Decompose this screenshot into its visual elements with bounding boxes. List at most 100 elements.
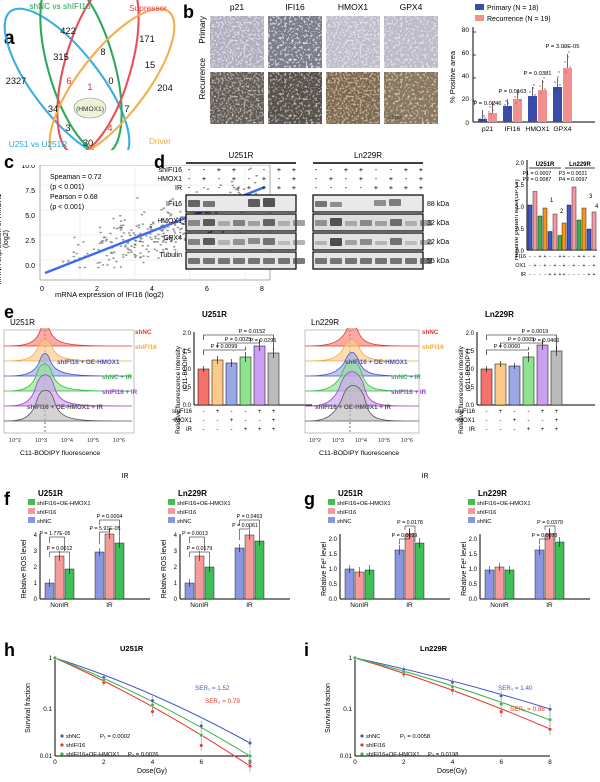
svg-text:-: - bbox=[500, 418, 502, 424]
svg-text:+: + bbox=[554, 272, 557, 278]
svg-text:shIFI16+OE-HMOX1: shIFI16+OE-HMOX1 bbox=[337, 501, 391, 507]
svg-text:+: + bbox=[404, 183, 409, 192]
svg-text:+: + bbox=[262, 183, 267, 192]
svg-text:+: + bbox=[588, 272, 591, 278]
svg-text:7: 7 bbox=[124, 104, 129, 114]
svg-text:0: 0 bbox=[465, 120, 469, 127]
svg-text:-: - bbox=[278, 174, 281, 183]
svg-text:2: 2 bbox=[174, 565, 178, 571]
svg-text:0.0: 0.0 bbox=[469, 597, 478, 603]
svg-text:-: - bbox=[345, 174, 348, 183]
svg-text:+: + bbox=[499, 409, 503, 415]
svg-text:1.0: 1.0 bbox=[469, 567, 478, 573]
svg-text:shIFI16: shIFI16 bbox=[66, 743, 85, 749]
svg-text:-: - bbox=[203, 418, 205, 424]
svg-text:-: - bbox=[588, 254, 590, 260]
svg-text:HMOX1: HMOX1 bbox=[525, 126, 549, 133]
svg-text:-: - bbox=[345, 183, 348, 192]
svg-text:-: - bbox=[360, 183, 363, 192]
svg-text:shIFI16: shIFI16 bbox=[455, 409, 476, 415]
svg-text:0.1: 0.1 bbox=[343, 706, 352, 713]
svg-text:-: - bbox=[248, 174, 251, 183]
svg-text:-: - bbox=[539, 272, 541, 278]
svg-text:+: + bbox=[292, 165, 297, 174]
svg-text:+: + bbox=[258, 409, 262, 415]
svg-text:2: 2 bbox=[102, 759, 106, 766]
svg-text:1: 1 bbox=[550, 198, 554, 204]
svg-text:1: 1 bbox=[48, 655, 52, 662]
svg-text:-: - bbox=[583, 272, 585, 278]
svg-text:p21: p21 bbox=[482, 126, 494, 133]
svg-text:Primary (N = 18): Primary (N = 18) bbox=[487, 5, 539, 12]
svg-text:-: - bbox=[245, 409, 247, 415]
svg-text:-: - bbox=[188, 183, 191, 192]
svg-text:P = 0.0060: P = 0.0060 bbox=[494, 344, 521, 350]
svg-text:-: - bbox=[203, 427, 205, 433]
svg-text:20: 20 bbox=[462, 96, 470, 103]
svg-text:(HMOX1): (HMOX1) bbox=[76, 106, 104, 113]
svg-text:U251 vs U251R: U251 vs U251R bbox=[9, 139, 68, 149]
svg-text:2.0: 2.0 bbox=[183, 331, 192, 337]
svg-text:-: - bbox=[529, 263, 531, 269]
svg-text:IR: IR bbox=[246, 602, 253, 609]
svg-text:-: - bbox=[315, 174, 318, 183]
svg-text:+: + bbox=[244, 427, 248, 433]
svg-text:P = 0.0029: P = 0.0029 bbox=[392, 533, 418, 539]
svg-text:OE-HMOX1: OE-HMOX1 bbox=[515, 263, 526, 269]
svg-text:-: - bbox=[573, 254, 575, 260]
svg-text:P = 0.0099: P = 0.0099 bbox=[211, 344, 238, 350]
svg-text:P = 0.0078: P = 0.0078 bbox=[532, 533, 558, 539]
svg-text:Relative ROS level: Relative ROS level bbox=[161, 539, 168, 598]
svg-text:+: + bbox=[258, 427, 262, 433]
svg-text:Relative protein level: Relative protein level bbox=[515, 199, 520, 260]
svg-text:-: - bbox=[203, 409, 205, 415]
svg-text:NonIR: NonIR bbox=[350, 602, 369, 609]
svg-text:-: - bbox=[390, 165, 393, 174]
svg-text:shIFI16: shIFI16 bbox=[37, 510, 56, 516]
svg-text:P = 0.0463: P = 0.0463 bbox=[237, 514, 263, 520]
svg-text:IR: IR bbox=[406, 602, 413, 609]
svg-text:0.1: 0.1 bbox=[43, 706, 52, 713]
svg-text:3: 3 bbox=[589, 194, 593, 200]
svg-text:+: + bbox=[559, 254, 562, 260]
svg-text:shNC vs shIFI16: shNC vs shIFI16 bbox=[29, 1, 91, 11]
svg-text:+: + bbox=[359, 165, 364, 174]
svg-text:shIFI16: shIFI16 bbox=[172, 409, 193, 415]
svg-text:315: 315 bbox=[53, 52, 69, 62]
svg-text:+: + bbox=[216, 409, 220, 415]
svg-text:+: + bbox=[230, 418, 234, 424]
svg-text:2: 2 bbox=[34, 565, 38, 571]
svg-text:1: 1 bbox=[87, 82, 92, 92]
svg-text:-: - bbox=[559, 263, 561, 269]
svg-text:IR: IR bbox=[106, 602, 113, 609]
svg-text:32 kDa: 32 kDa bbox=[427, 220, 449, 227]
svg-text:NonIR: NonIR bbox=[490, 602, 509, 609]
svg-text:40: 40 bbox=[462, 73, 470, 80]
svg-text:1.5: 1.5 bbox=[469, 552, 478, 558]
svg-text:-: - bbox=[375, 174, 378, 183]
svg-text:10^6: 10^6 bbox=[113, 438, 125, 444]
svg-text:Recurrence (N = 19): Recurrence (N = 19) bbox=[487, 16, 551, 23]
svg-text:-: - bbox=[578, 272, 580, 278]
svg-text:P₂ = 0.0198: P₂ = 0.0198 bbox=[428, 752, 458, 758]
svg-text:+: + bbox=[554, 263, 557, 269]
svg-text:-: - bbox=[568, 272, 570, 278]
svg-text:-: - bbox=[528, 409, 530, 415]
svg-text:1.0: 1.0 bbox=[329, 567, 338, 573]
svg-text:+: + bbox=[559, 272, 562, 278]
svg-text:GPX4: GPX4 bbox=[163, 235, 182, 242]
svg-text:P₁ = 0.0002: P₁ = 0.0002 bbox=[100, 734, 130, 740]
svg-text:+: + bbox=[513, 418, 517, 424]
svg-text:6: 6 bbox=[499, 759, 503, 766]
svg-text:+: + bbox=[563, 272, 566, 278]
svg-text:10^3: 10^3 bbox=[35, 438, 47, 444]
svg-text:8: 8 bbox=[548, 759, 552, 766]
svg-text:10^4: 10^4 bbox=[355, 438, 367, 444]
svg-text:Speaman = 0.72: Speaman = 0.72 bbox=[50, 174, 102, 181]
svg-text:+: + bbox=[262, 174, 267, 183]
svg-text:-: - bbox=[529, 254, 531, 260]
svg-text:P = 0.0179: P = 0.0179 bbox=[187, 546, 213, 552]
svg-text:3: 3 bbox=[174, 549, 178, 555]
svg-text:P = 0.0466: P = 0.0466 bbox=[533, 338, 560, 344]
svg-text:shIFI16: shIFI16 bbox=[159, 167, 182, 174]
